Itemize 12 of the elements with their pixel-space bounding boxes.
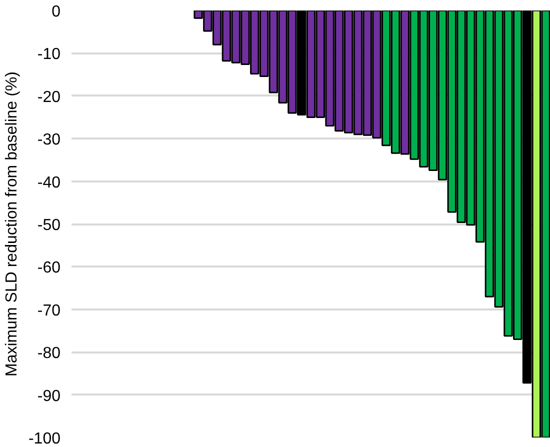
y-tick-label: -50 <box>37 217 61 234</box>
y-tick-label: -70 <box>37 302 61 320</box>
y-tick-label: -80 <box>37 345 61 362</box>
y-tick-label: -100 <box>28 430 61 447</box>
y-tick-label: -30 <box>37 132 61 149</box>
y-axis-title: Maximum SLD reduction from baseline (%) <box>3 71 20 376</box>
y-tick-label: -90 <box>37 388 61 405</box>
y-tick-label: -20 <box>37 88 61 106</box>
y-tick-label: -40 <box>37 174 61 192</box>
y-tick-label: -60 <box>37 260 61 277</box>
y-tick-label: -10 <box>37 46 61 64</box>
y-tick-label: 0 <box>52 4 61 20</box>
